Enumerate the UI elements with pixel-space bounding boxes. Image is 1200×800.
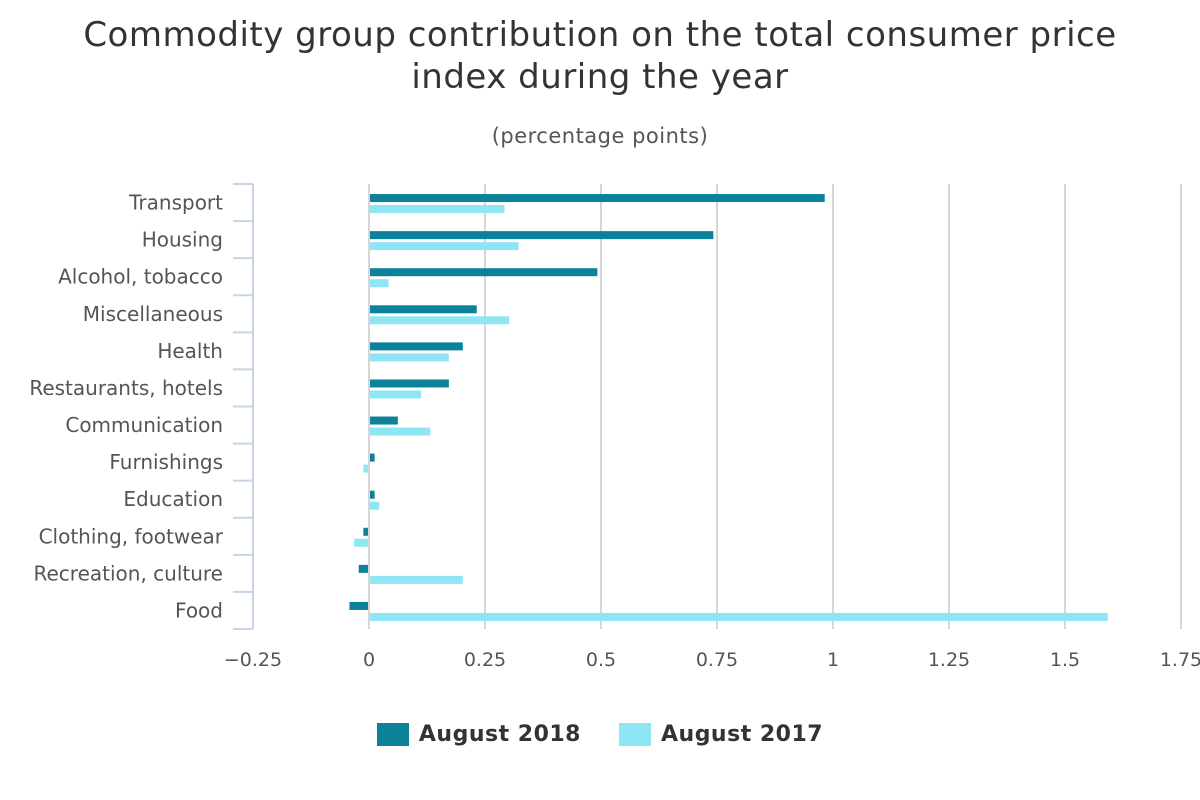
legend-label: August 2018 (418, 722, 581, 747)
category-label: Restaurants, hotels (29, 376, 223, 400)
x-tick-label: 1.5 (1050, 649, 1080, 671)
category-label: Housing (142, 228, 223, 252)
bars (349, 194, 1108, 621)
bar-august-2017 (370, 427, 431, 436)
x-tick-label: 0 (363, 649, 375, 671)
bar-august-2018 (370, 490, 375, 499)
category-label: Food (175, 598, 223, 622)
bar-august-2018 (349, 601, 368, 610)
chart-title: Commodity group contribution on the tota… (83, 15, 1117, 97)
category-label: Communication (65, 413, 223, 437)
category-label: Miscellaneous (83, 302, 223, 326)
legend-label: August 2017 (661, 722, 824, 747)
category-label: Recreation, culture (33, 561, 223, 585)
x-tick-label: 1 (827, 649, 839, 671)
bar-august-2018 (370, 453, 375, 462)
bar-august-2017 (370, 279, 389, 288)
bar-august-2018 (370, 342, 463, 351)
category-label: Education (123, 487, 223, 511)
bar-august-2017 (370, 575, 463, 584)
bar-august-2017 (370, 353, 449, 362)
bar-august-2018 (358, 564, 368, 573)
category-label: Alcohol, tobacco (58, 265, 223, 289)
bar-august-2017 (370, 242, 519, 251)
x-tick-label: 1.75 (1160, 649, 1200, 671)
legend-item-august-2017[interactable]: August 2017 (619, 722, 823, 747)
bar-august-2017 (354, 538, 368, 547)
x-tick-label: −0.25 (224, 649, 282, 671)
legend-swatch (376, 723, 409, 746)
legend-swatch (619, 723, 651, 746)
bar-august-2017 (370, 612, 1108, 621)
bar-august-2018 (363, 527, 368, 536)
gridlines (368, 184, 1182, 629)
bar-august-2017 (370, 205, 505, 214)
category-label: Clothing, footwear (39, 524, 224, 548)
bar-august-2018 (370, 194, 825, 203)
legend: August 2018 August 2017 (0, 722, 1200, 747)
category-label: Transport (128, 191, 223, 215)
bar-august-2017 (370, 390, 422, 399)
bar-august-2018 (370, 305, 477, 314)
x-tick-label: 0.5 (586, 649, 616, 671)
x-axis-ticks: −0.25 0 0.25 0.5 0.75 1 1.25 1.5 1.75 (224, 649, 1200, 671)
x-tick-label: 1.25 (928, 649, 970, 671)
category-label: Furnishings (109, 450, 223, 474)
bar-august-2018 (370, 231, 714, 240)
bar-august-2018 (370, 379, 449, 388)
x-tick-label: 0.75 (696, 649, 738, 671)
category-label: Health (157, 339, 223, 363)
legend-item-august-2018[interactable]: August 2018 (376, 722, 581, 747)
bar-august-2018 (370, 268, 598, 277)
bar-august-2017 (370, 316, 510, 325)
bar-august-2017 (370, 501, 380, 510)
y-axis: Transport Housing Alcohol, tobacco Miscella… (29, 183, 254, 630)
bar-august-2018 (370, 416, 398, 425)
chart-subtitle: (percentage points) (491, 124, 709, 148)
bar-august-2017 (363, 464, 368, 473)
x-tick-label: 0.25 (464, 649, 506, 671)
